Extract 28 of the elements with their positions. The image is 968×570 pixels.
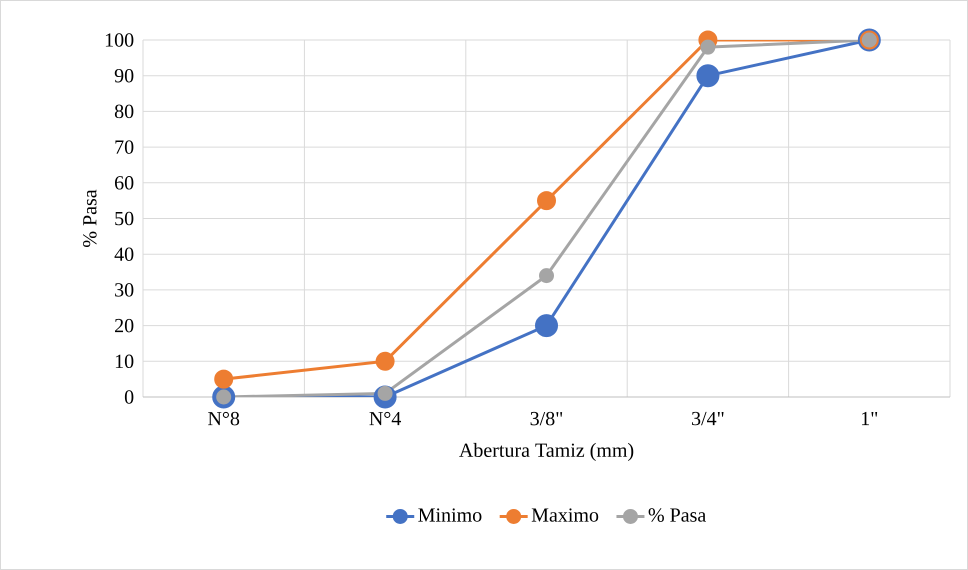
point: [537, 191, 556, 210]
point: [376, 352, 395, 371]
y-tick-label: 0: [124, 390, 134, 404]
y-axis-title: % Pasa: [83, 190, 97, 247]
y-tick-label: 70: [115, 140, 134, 154]
legend-label: Minimo: [418, 508, 482, 522]
y-tick-label: 50: [115, 212, 134, 226]
point: [214, 370, 234, 389]
y-tick-label: 10: [116, 354, 134, 368]
y-tick-label: 90: [114, 68, 134, 82]
x-tick-label: 3/8": [530, 412, 562, 426]
point: [696, 64, 720, 88]
y-tick-label: 30: [115, 283, 134, 297]
legend-label: Maximo: [532, 508, 598, 522]
x-tick-label: 3/4": [692, 412, 724, 426]
y-tick-label: 40: [114, 247, 134, 261]
legend-label: % Pasa: [648, 508, 706, 522]
y-tick-label: 100: [106, 33, 134, 47]
point: [700, 40, 716, 55]
x-tick-label: N°8: [208, 412, 240, 426]
x-tick-label: 1": [862, 412, 878, 426]
y-tick-label: 20: [115, 318, 134, 332]
y-tick-label: 80: [114, 104, 134, 118]
point: [539, 268, 554, 284]
point: [535, 314, 558, 338]
y-tick-label: 60: [115, 176, 134, 190]
x-tick-label: N°4: [369, 412, 402, 426]
x-axis-title: Abertura Tamiz (mm): [459, 442, 634, 462]
